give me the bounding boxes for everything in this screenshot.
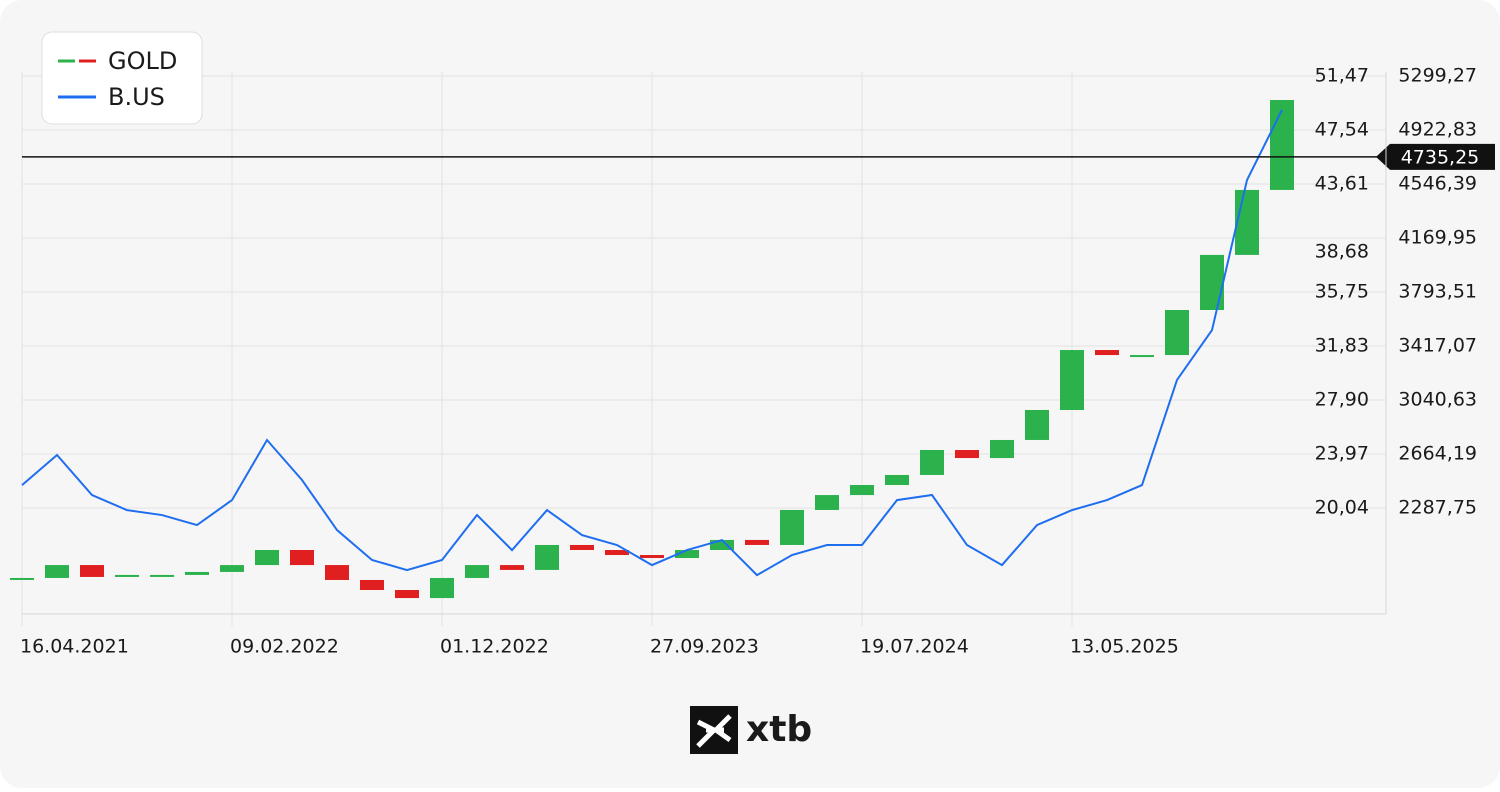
brand-symbol [696,714,732,748]
candle [500,565,524,570]
candle [360,579,384,591]
y-tick-label: 2287,75 [1398,496,1477,518]
candle [815,495,839,510]
x-tick-label: 09.02.2022 [230,636,339,658]
candle [395,590,419,599]
x-tick-label: 16.04.2021 [20,636,129,658]
y2-tick-label: 51,47 [1315,65,1369,87]
candle [430,577,454,599]
candle [220,565,244,572]
candle [1025,409,1049,440]
candle [45,565,69,578]
y2-tick-label: 43,61 [1315,173,1369,195]
candle [885,474,909,486]
legend: GOLD B.US [41,31,203,125]
candle [325,565,349,580]
x-tick-label: 27.09.2023 [650,636,759,658]
x-tick-label: 01.12.2022 [440,636,549,658]
candle [115,574,139,577]
candle [570,544,594,550]
y-tick-label: 5299,27 [1398,64,1477,86]
candle [150,574,174,577]
candle [1270,99,1294,190]
candle [780,509,804,545]
y-tick-label: 3417,07 [1398,334,1477,356]
axes: 5299,27 4922,83 4546,39 4169,95 3793,51 3417,… [20,64,1477,657]
y2-tick-label: 23,97 [1315,442,1369,464]
candle [255,549,279,566]
candle [1095,350,1119,356]
y-tick-label: 2664,19 [1398,442,1477,464]
candle [1165,310,1189,356]
y2-tick-label: 35,75 [1315,281,1369,303]
candle [1200,254,1224,311]
x-tick-label: 13.05.2025 [1070,636,1179,658]
candle [1235,189,1259,255]
grid [21,72,1386,626]
candle [535,544,559,570]
candle [675,549,699,559]
y-tick-label: 4169,95 [1398,226,1477,248]
candle [80,565,104,577]
legend-label: GOLD [108,47,177,75]
candle [990,439,1014,459]
candle [605,549,629,556]
marks: 4735,25 [10,99,1495,599]
candle [465,565,489,578]
candle [955,450,979,459]
candle [1130,355,1154,358]
candle [710,539,734,550]
y2-tick-label: 47,54 [1315,119,1369,141]
x-tick-label: 19.07.2024 [860,636,969,658]
y-tick-label: 3040,63 [1398,388,1477,410]
legend-label: B.US [108,83,165,111]
y2-tick-label: 38,68 [1315,240,1369,262]
legend-box [41,31,203,125]
y2-tick-label: 31,83 [1315,334,1369,356]
candle [290,549,314,566]
brand: xtb [690,706,812,754]
current-price-label: 4735,25 [1401,146,1480,168]
candle [920,450,944,475]
current-price-tag [1376,143,1495,170]
y2-tick-label: 20,04 [1315,496,1369,518]
candle [1060,350,1084,410]
line-series [21,109,1283,577]
candle [640,555,664,559]
candle [745,539,769,545]
y-tick-label: 3793,51 [1398,280,1477,302]
brand-name: xtb [746,709,812,750]
y-tick-label: 4922,83 [1398,118,1477,140]
candle [10,577,34,580]
candle [185,571,209,575]
y-tick-label: 4546,39 [1398,172,1477,194]
candle [850,485,874,496]
y2-tick-label: 27,90 [1315,388,1369,410]
